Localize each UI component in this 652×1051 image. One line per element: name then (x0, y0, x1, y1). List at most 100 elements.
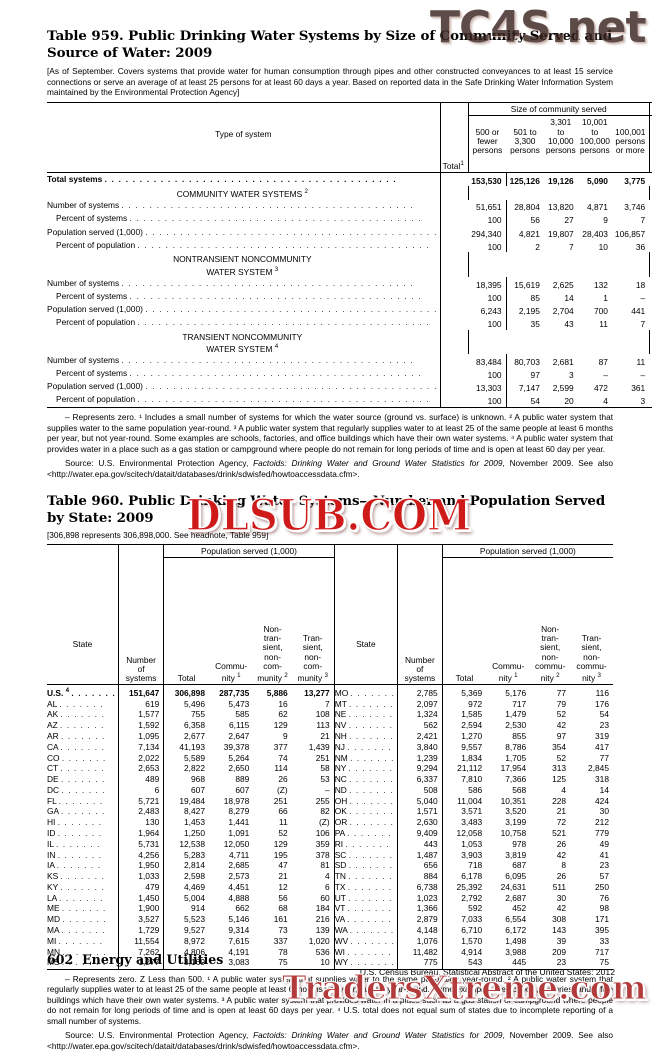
state-label: DC . . . . . . . (47, 785, 106, 795)
cell-value: 7 (568, 241, 574, 252)
cell-value: 775 (397, 957, 443, 970)
cell-value: 98 (599, 903, 609, 914)
cell-value: 6,358 (163, 720, 209, 732)
cell-value: 1,250 (163, 828, 209, 840)
cell-value: 6,172 (505, 925, 527, 936)
cell-value: 76 (599, 892, 609, 903)
cell-value: 68 (278, 903, 288, 914)
row-label: Population served (1,000) . . . . . . . … (47, 303, 438, 314)
state-label: AZ . . . . . . . (47, 720, 105, 731)
cell-value: 1,270 (441, 731, 487, 743)
table-row: HI . . . . . . . 130 1,453 1,441 11 (Z) OR . .… (47, 818, 613, 829)
cell-value: 9,294 (397, 764, 443, 775)
table-row: Percent of systems . . . . . . . . . . .… (47, 367, 652, 381)
row-label: Percent of population . . . . . . . . . … (56, 317, 430, 328)
cell-value: 8,279 (228, 806, 250, 817)
cell-value: 212 (595, 817, 609, 828)
cell-value: 10 (291, 957, 335, 970)
cell-value: 1,585 (441, 710, 487, 721)
table-row: Percent of population . . . . . . . . . … (47, 393, 652, 408)
table-row: KS . . . . . . . 1,033 2,598 2,573 21 4 TN . .… (47, 871, 613, 883)
cell-value: 1,487 (397, 850, 443, 861)
cell-value: 2,483 (117, 807, 164, 818)
cell-value: 12,538 (163, 839, 209, 850)
cell-value: 687 (512, 860, 527, 871)
cell-value: 319 (595, 730, 609, 741)
cell-value: 3,527 (117, 915, 164, 926)
cell-value: 4 (325, 871, 330, 882)
cell-value: 2,814 (163, 861, 209, 872)
cell-value: 3,819 (505, 849, 527, 860)
cell-value: 56 (505, 212, 544, 226)
section-heading: COMMUNITY WATER SYSTEMS 2 (176, 188, 308, 199)
cell-value: 2,653 (117, 764, 164, 775)
cell-value: 81 (320, 860, 330, 871)
page-content: Table 959. Public Drinking Water Systems… (47, 0, 652, 1051)
table-960-body: U.S. 4 . . . . . . . 151,647 306,898 287,73… (47, 684, 613, 970)
cell-value: 209 (552, 946, 567, 957)
cell-value: 417 (595, 741, 609, 752)
cell-value: 25,392 (441, 882, 487, 894)
table-row: FL . . . . . . . 5,721 19,484 18,978 251 255 O… (47, 796, 613, 807)
state-label: ID . . . . . . . (47, 828, 103, 839)
cell-value: 1,441 (228, 817, 250, 828)
state-label: UT . . . . . . . (333, 893, 398, 904)
row-label: Percent of systems . . . . . . . . . . .… (56, 290, 422, 301)
page: Table 959. Public Drinking Water Systems… (47, 2, 652, 1051)
state-label: HI . . . . . . . (47, 817, 103, 828)
state-label: CT . . . . . . . (47, 763, 105, 774)
state-label: SC . . . . . . . (333, 849, 398, 861)
cell-value: 855 (512, 730, 527, 741)
cell-value: 27 (564, 215, 574, 226)
cell-value: 662 (235, 903, 250, 914)
cell-value: 755 (163, 710, 209, 721)
cell-value: 1,239 (397, 753, 443, 764)
cell-value: 85 (505, 290, 544, 304)
cell-value: 1,729 (117, 925, 164, 937)
cell-value: 78 (278, 946, 288, 957)
table-959-headnote: [As of September. Covers systems that pr… (47, 66, 613, 98)
cell-value: 74 (278, 752, 288, 763)
cell-value: 113 (316, 720, 330, 731)
cell-value: 306,898 (163, 684, 209, 700)
cell-value: 5,886 (253, 684, 292, 700)
cell-value: 2,625 (552, 279, 574, 290)
state-label: OR . . . . . . . (333, 817, 398, 829)
cell-value: 700 (593, 305, 608, 316)
table-row-section: COMMUNITY WATER SYSTEMS 2 (47, 186, 652, 200)
state-label: VA . . . . . . . (333, 914, 398, 926)
table-959-source: Source: U.S. Environmental Protection Ag… (47, 458, 613, 479)
cell-value: 66 (278, 806, 288, 817)
cell-value: 1,023 (397, 893, 443, 904)
table-row: Percent of systems . . . . . . . . . . .… (47, 212, 652, 226)
cell-value: 2,650 (228, 763, 250, 774)
cell-value: 4,914 (441, 947, 487, 958)
cell-value: 56 (278, 892, 288, 903)
cell-value: 7,147 (505, 380, 544, 394)
cell-value: 52 (278, 828, 288, 839)
row-label: Population served (1,000) . . . . . . . … (47, 381, 438, 392)
cell-value: 968 (163, 774, 209, 786)
state-label: MA . . . . . . . (47, 925, 106, 936)
cell-value: 2,704 (552, 305, 574, 316)
cell-value: 2,677 (163, 731, 209, 743)
state-label: MI . . . . . . . (47, 936, 104, 946)
state-label: MS . . . . . . . (47, 957, 119, 970)
row-label: Number of systems . . . . . . . . . . . … (47, 277, 414, 288)
cell-value: 8,427 (163, 807, 209, 818)
cell-value: – (640, 370, 646, 381)
cell-value: 41 (599, 849, 609, 860)
cell-value: 7 (325, 698, 330, 709)
cell-value: 18,395 (475, 279, 502, 290)
cell-value: 2,687 (505, 892, 527, 903)
cell-value: 26 (556, 838, 567, 849)
header-col-3301-10000: 3,301 to 10,000 persons (545, 117, 576, 156)
table-row: AR . . . . . . . 1,095 2,677 2,647 9 21 NH . .… (47, 730, 613, 743)
cell-value: 619 (117, 699, 164, 710)
cell-value: 42 (556, 849, 567, 860)
cell-value: 1,450 (117, 893, 164, 904)
cell-value: 7,134 (117, 742, 164, 753)
header-nontransient-right: Non-tran-sient, non-commu-nity 2 (530, 622, 571, 686)
state-label: OK . . . . . . . (333, 806, 398, 818)
table-959-source-italic: Factoids: Drinking Water and Ground Wate… (253, 458, 503, 468)
